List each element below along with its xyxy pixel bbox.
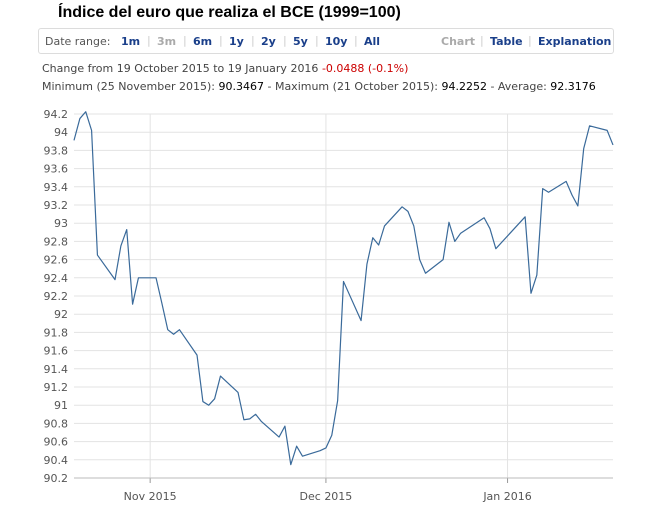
average-label: - Average:	[490, 80, 547, 93]
y-tick-label: 92	[54, 308, 68, 321]
y-tick-label: 92.8	[44, 235, 69, 248]
date-range-label: Date range:	[45, 35, 111, 48]
y-tick-label: 91.6	[44, 345, 69, 358]
y-tick-label: 93.6	[44, 163, 69, 176]
x-tick-label: Jan 2016	[482, 490, 531, 503]
x-tick-label: Nov 2015	[124, 490, 177, 503]
y-tick-label: 90.8	[44, 417, 69, 430]
y-tick-label: 94.2	[44, 108, 69, 121]
y-tick-label: 93.4	[44, 181, 69, 194]
range-6m-button[interactable]: 6m	[193, 35, 213, 48]
range-1m-button[interactable]: 1m	[121, 35, 141, 48]
y-tick-label: 90.2	[44, 472, 69, 485]
maximum-value: 94.2252	[441, 80, 487, 93]
range-separator: |	[315, 34, 319, 47]
y-tick-label: 93.8	[44, 144, 69, 157]
view-separator: |	[480, 34, 484, 47]
range-separator: |	[147, 34, 151, 47]
y-tick-label: 90.4	[44, 454, 69, 467]
y-tick-label: 91.4	[44, 363, 69, 376]
range-separator: |	[183, 34, 187, 47]
series-line	[73, 111, 614, 466]
y-tick-label: 92.2	[44, 290, 69, 303]
minimum-value: 90.3467	[218, 80, 264, 93]
range-separator: |	[354, 34, 358, 47]
range-3m-button: 3m	[157, 35, 177, 48]
chart-view-tab: Chart	[441, 35, 476, 48]
y-tick-label: 92.6	[44, 254, 69, 267]
y-tick-label: 93.2	[44, 199, 69, 212]
y-tick-label: 92.4	[44, 272, 69, 285]
range-separator: |	[283, 34, 287, 47]
range-5y-button[interactable]: 5y	[293, 35, 308, 48]
range-separator: |	[251, 34, 255, 47]
change-summary: Change from 19 October 2015 to 19 Januar…	[42, 62, 408, 75]
page-title: Índice del euro que realiza el BCE (1999…	[58, 4, 401, 21]
y-tick-label: 91.2	[44, 381, 69, 394]
range-2y-button[interactable]: 2y	[261, 35, 276, 48]
explanation-view-tab[interactable]: Explanation	[538, 35, 612, 48]
maximum-label: - Maximum (21 October 2015):	[267, 80, 438, 93]
chart-toolbar: Date range: 1m | 3m | 6m | 1y | 2y | 5y …	[38, 28, 614, 54]
change-label: Change from 19 October 2015 to 19 Januar…	[42, 62, 319, 75]
y-tick-label: 90.6	[44, 436, 69, 449]
range-all-button[interactable]: All	[364, 35, 381, 48]
table-view-tab[interactable]: Table	[490, 35, 523, 48]
minimum-label: Minimum (25 November 2015):	[42, 80, 215, 93]
average-value: 92.3176	[550, 80, 596, 93]
change-value: -0.0488 (-0.1%)	[321, 62, 409, 75]
range-summary: Minimum (25 November 2015): 90.3467 - Ma…	[42, 80, 596, 93]
range-separator: |	[219, 34, 223, 47]
range-10y-button[interactable]: 10y	[325, 35, 348, 48]
y-tick-label: 94	[54, 126, 68, 139]
view-separator: |	[528, 34, 532, 47]
range-1y-button[interactable]: 1y	[229, 35, 244, 48]
y-tick-label: 91.8	[44, 326, 69, 339]
y-tick-label: 91	[54, 399, 68, 412]
y-tick-label: 93	[54, 217, 68, 230]
x-tick-label: Dec 2015	[300, 490, 353, 503]
